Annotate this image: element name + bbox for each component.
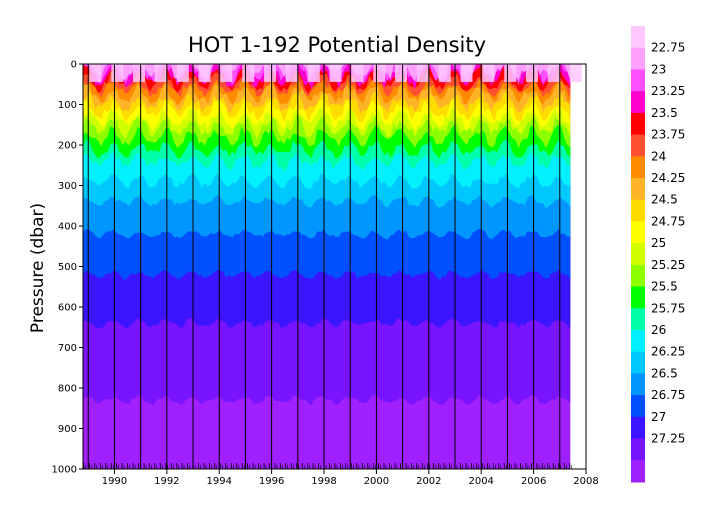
y-tick-label: 900: [58, 424, 77, 435]
surface-lightest-patch: [526, 64, 539, 82]
surface-lightest-patch: [176, 64, 189, 82]
colorbar-swatch: [631, 438, 645, 461]
colorbar-swatch: [631, 395, 645, 418]
surface-lightest-patch: [89, 64, 102, 82]
x-tick-label: 1998: [311, 476, 336, 487]
colorbar-label: 25.75: [651, 301, 685, 315]
colorbar-swatch: [631, 416, 645, 440]
colorbar-label: 26.5: [651, 366, 678, 380]
density-field: [83, 64, 582, 469]
y-tick-label: 600: [58, 303, 77, 314]
surface-lightest-patch: [373, 64, 386, 82]
colorbar-swatch: [631, 308, 645, 331]
x-tick-label: 2004: [468, 476, 493, 487]
surface-lightest-patch: [547, 64, 560, 82]
colorbar-label: 24.5: [651, 193, 678, 207]
colorbar-label: 25.25: [651, 258, 685, 272]
surface-lightest-patch: [329, 64, 342, 82]
surface-lightest-patch: [264, 64, 277, 82]
colorbar-label: 24: [651, 149, 666, 163]
surface-lightest-patch: [416, 64, 429, 82]
colorbar-swatch: [631, 243, 645, 266]
chart-title: HOT 1-192 Potential Density: [188, 33, 486, 57]
colorbar-label: 27: [651, 410, 666, 424]
surface-lightest-patch: [351, 64, 364, 82]
colorbar-swatch: [631, 373, 645, 396]
surface-lightest-patch: [242, 64, 255, 82]
y-tick-label: 200: [58, 141, 77, 152]
colorbar-label: 27.25: [651, 432, 685, 446]
axis-ticks: 0 100 200 300 400 500 600 700 800 900 1000 1990 1992…: [52, 60, 599, 488]
colorbar-swatch: [631, 178, 645, 201]
colorbar-label: 22.75: [651, 41, 685, 55]
colorbar-label: 24.75: [651, 214, 685, 228]
colorbar-label: 26.75: [651, 388, 685, 402]
surface-lightest-patch: [438, 64, 451, 82]
colorbar-swatch: [631, 286, 645, 309]
colorbar-swatch: [631, 156, 645, 179]
colorbar-swatch: [631, 330, 645, 353]
surface-lightest-patch: [569, 64, 582, 82]
x-tick-label: 2000: [364, 476, 389, 487]
colorbar-label: 23.5: [651, 106, 678, 120]
surface-lightest-patch: [504, 64, 517, 82]
x-tick-label: 2002: [416, 476, 441, 487]
colorbar-swatch: [631, 134, 645, 157]
y-tick-label: 400: [58, 222, 77, 233]
colorbar-swatch: [631, 26, 645, 49]
colorbar-swatch: [631, 69, 645, 92]
surface-lightest-patch: [111, 64, 124, 82]
surface-lightest-patch: [482, 64, 495, 82]
colorbar-label: 24.25: [651, 171, 685, 185]
colorbar-swatch: [631, 221, 645, 244]
year-gridlines: [87, 64, 561, 469]
surface-lightest-patch: [154, 64, 167, 82]
colorbar-swatch: [631, 264, 645, 288]
surface-lightest-patch: [460, 64, 473, 82]
surface-lightest-patch: [307, 64, 320, 82]
colorbar: 22.75 23 23.25 23.5 23.75 24 24.25 24.5 24.75 25 2…: [631, 26, 685, 483]
colorbar-swatch: [631, 460, 645, 483]
colorbar-label: 23: [651, 62, 666, 76]
surface-lightest-patch: [220, 64, 233, 82]
y-tick-label: 800: [58, 384, 77, 395]
colorbar-swatch: [631, 112, 645, 136]
y-tick-label: 100: [58, 100, 77, 111]
colorbar-swatch: [631, 199, 645, 222]
colorbar-swatch: [631, 351, 645, 374]
colorbar-label: 26.25: [651, 345, 685, 359]
x-tick-label: 1996: [259, 476, 284, 487]
x-tick-label: 1990: [102, 476, 127, 487]
colorbar-label: 25.5: [651, 280, 678, 294]
x-tick-label: 1992: [154, 476, 179, 487]
x-tick-label: 1994: [207, 476, 232, 487]
colorbar-swatch: [631, 91, 645, 114]
y-tick-label: 700: [58, 343, 77, 354]
y-axis-label: Pressure (dbar): [28, 203, 48, 333]
y-tick-label: 1000: [52, 465, 77, 476]
surface-lightest-patch: [395, 64, 408, 82]
colorbar-label: 23.75: [651, 128, 685, 142]
surface-lightest-patch: [133, 64, 146, 82]
y-tick-label: 0: [71, 60, 77, 71]
x-tick-label: 2006: [521, 476, 546, 487]
colorbar-label: 23.25: [651, 84, 685, 98]
surface-lightest-patch: [198, 64, 211, 82]
y-tick-label: 300: [58, 181, 77, 192]
x-tick-label: 2008: [573, 476, 598, 487]
colorbar-swatch: [631, 47, 645, 70]
colorbar-label: 26: [651, 323, 666, 337]
surface-lightest-patch: [285, 64, 298, 82]
y-tick-label: 500: [58, 262, 77, 273]
colorbar-label: 25: [651, 236, 666, 250]
